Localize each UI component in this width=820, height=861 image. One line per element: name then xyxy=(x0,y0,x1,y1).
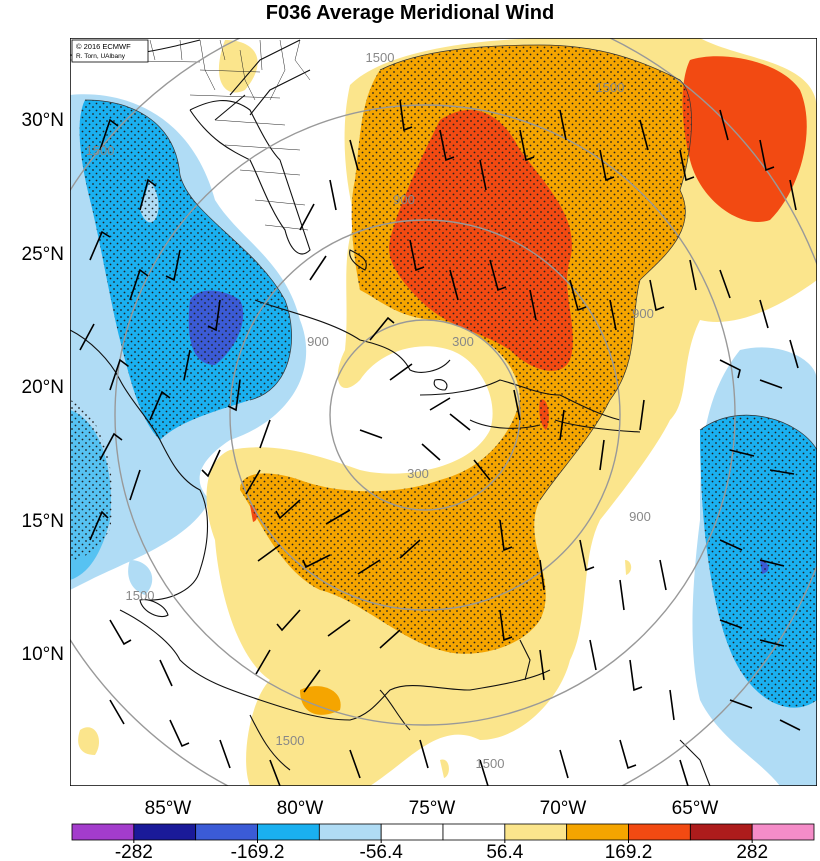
colorbar-label: 56.4 xyxy=(486,842,523,861)
map-panel xyxy=(70,38,817,786)
latitude-label: 30°N xyxy=(22,110,64,131)
range-ring-label: 1500 xyxy=(476,756,505,771)
colorbar-swatch xyxy=(133,823,197,841)
colorbar-swatch xyxy=(689,823,753,841)
longitude-label: 80°W xyxy=(277,798,324,819)
map-title: F036 Average Meridional Wind xyxy=(265,2,555,24)
colorbar-label: -282 xyxy=(115,842,153,861)
colorbar-swatch xyxy=(504,823,568,841)
colorbar-swatch xyxy=(257,823,320,841)
colorbar-label: 169.2 xyxy=(605,842,653,861)
range-ring-label: 900 xyxy=(307,334,329,349)
colorbar-labels: -282 -169.2 -56.4 56.4 169.2 282 xyxy=(115,840,768,861)
credit-box: © 2016 ECMWF R. Torn, UAlbany xyxy=(71,39,149,63)
longitude-label: 75°W xyxy=(409,798,456,819)
credit-line-2: R. Torn, UAlbany xyxy=(76,53,126,60)
colorbar-label: -169.2 xyxy=(231,842,285,861)
latitude-label: 25°N xyxy=(22,244,64,265)
latitude-labels: 30°N 25°N 20°N 15°N 10°N xyxy=(22,110,64,665)
colorbar-swatch xyxy=(71,823,135,841)
range-ring-label: 300 xyxy=(452,334,474,349)
range-ring-label: 1500 xyxy=(366,50,395,65)
colorbar-swatch xyxy=(751,823,815,841)
latitude-label: 15°N xyxy=(22,511,64,532)
colorbar-swatch xyxy=(195,823,258,841)
range-ring-label: 900 xyxy=(632,306,654,321)
latitude-label: 10°N xyxy=(22,644,64,665)
wind-barbs xyxy=(79,99,801,786)
range-ring-label: 900 xyxy=(629,509,651,524)
colorbar-label: -56.4 xyxy=(360,842,404,861)
colorbar-label: 282 xyxy=(736,842,768,861)
range-ring-label: 1500 xyxy=(276,733,305,748)
range-ring-labels: 300 300 900 900 900 900 1500 1500 1500 1500 1500 15… xyxy=(86,50,654,771)
range-ring-label: 1500 xyxy=(126,588,155,603)
stipple-overlay xyxy=(70,45,817,708)
longitude-labels: 85°W 80°W 75°W 70°W 65°W xyxy=(145,798,719,819)
colorbar-swatch xyxy=(566,823,629,841)
credit-line-1: © 2016 ECMWF xyxy=(76,42,131,51)
range-ring-label: 1500 xyxy=(86,143,115,158)
range-ring-label: 900 xyxy=(393,192,415,207)
longitude-label: 70°W xyxy=(540,798,587,819)
range-ring-label: 1500 xyxy=(596,80,625,95)
wind-contours xyxy=(84,44,817,501)
colorbar-swatch xyxy=(442,823,506,841)
range-rings xyxy=(70,38,817,786)
colorbar-swatch xyxy=(318,823,382,841)
colorbar xyxy=(71,823,815,841)
latitude-label: 20°N xyxy=(22,377,64,398)
longitude-label: 65°W xyxy=(672,798,719,819)
colorbar-swatch xyxy=(628,823,691,841)
colorbar-swatch xyxy=(380,823,444,841)
longitude-label: 85°W xyxy=(145,798,192,819)
range-ring-label: 300 xyxy=(407,466,429,481)
